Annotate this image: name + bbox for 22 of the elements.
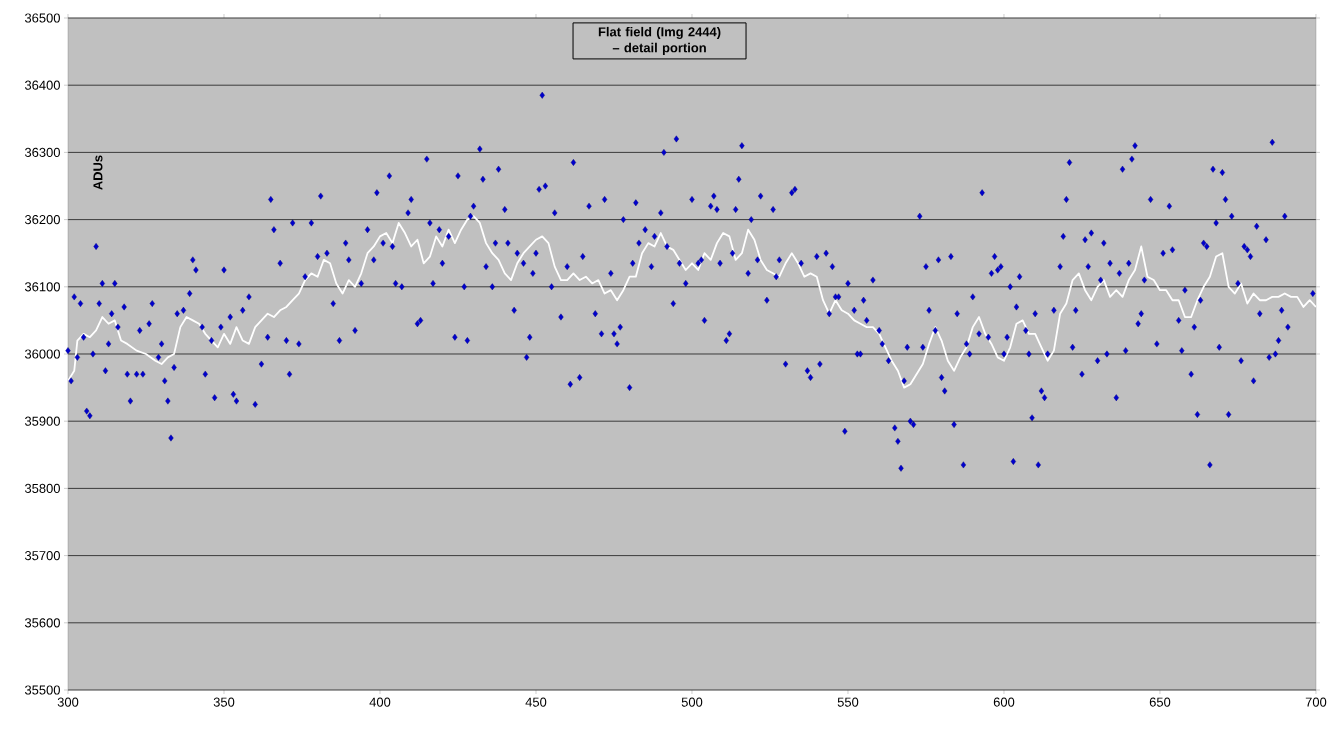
text: Flat field (Img 2444) – detail portion (598, 26, 721, 55)
x-tick-label: 300 (57, 697, 79, 707)
x-tick-label: 450 (525, 697, 547, 707)
y-tick-label: 35700 (24, 551, 60, 561)
y-axis-title: ADUs (93, 155, 103, 190)
x-tick-label: 400 (369, 697, 391, 707)
y-tick-label: 35500 (24, 685, 60, 695)
y-tick-label: 36300 (24, 147, 60, 157)
x-tick-label: 650 (1149, 697, 1171, 707)
x-tick-label: 350 (213, 697, 235, 707)
y-tick-label: 35900 (24, 416, 60, 426)
y-tick-label: 36100 (24, 282, 60, 292)
y-tick-label: 36500 (24, 13, 60, 23)
x-tick-label: 600 (993, 697, 1015, 707)
x-tick-label: 500 (681, 697, 703, 707)
x-tick-label: 550 (837, 697, 859, 707)
y-tick-label: 36400 (24, 80, 60, 90)
y-tick-label: 36200 (24, 215, 60, 225)
y-tick-label: 36000 (24, 349, 60, 359)
x-tick-label: 700 (1305, 697, 1327, 707)
y-tick-label: 35800 (24, 483, 60, 493)
y-tick-label: 35600 (24, 618, 60, 628)
